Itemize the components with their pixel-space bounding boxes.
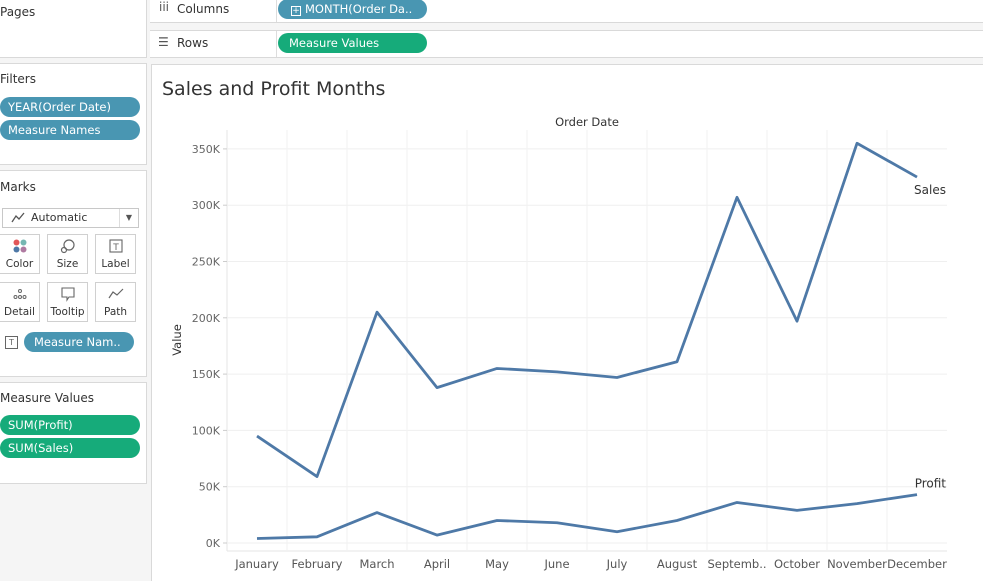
path-label: Path bbox=[96, 306, 135, 318]
filter-pill-measure-names[interactable]: Measure Names bbox=[0, 120, 140, 140]
detail-button[interactable]: Detail bbox=[0, 282, 40, 322]
color-icon bbox=[0, 238, 39, 258]
detail-label: Detail bbox=[0, 306, 39, 318]
dropdown-arrow-icon: ▼ bbox=[119, 209, 138, 227]
label-label: Label bbox=[96, 258, 135, 270]
pages-title: Pages bbox=[0, 5, 35, 19]
measure-values-card: Measure Values SUM(Profit) SUM(Sales) bbox=[0, 382, 147, 484]
columns-pill-label: MONTH(Order Da.. bbox=[305, 2, 412, 16]
measure-pill-sum-sales[interactable]: SUM(Sales) bbox=[0, 438, 140, 458]
rows-shelf: ☰ Rows Measure Values bbox=[150, 30, 983, 58]
rows-pill[interactable]: Measure Values bbox=[278, 33, 427, 53]
path-button[interactable]: Path bbox=[95, 282, 136, 322]
columns-shelf: iii Columns + MONTH(Order Da.. bbox=[150, 0, 983, 23]
label-icon: T bbox=[96, 238, 135, 258]
marks-field-pill-measure-names[interactable]: Measure Nam.. bbox=[24, 332, 134, 352]
mark-type-dropdown[interactable]: Automatic ▼ bbox=[2, 208, 139, 228]
filters-title: Filters bbox=[0, 72, 36, 86]
columns-icon: iii bbox=[159, 0, 169, 14]
size-label: Size bbox=[48, 258, 87, 270]
size-icon bbox=[48, 238, 87, 258]
text-field-icon: T bbox=[5, 336, 18, 349]
marks-card: Marks Automatic ▼ Color Size T Label Det… bbox=[0, 170, 147, 377]
expand-plus-icon: + bbox=[291, 6, 301, 16]
size-button[interactable]: Size bbox=[47, 234, 88, 274]
label-button[interactable]: T Label bbox=[95, 234, 136, 274]
svg-text:T: T bbox=[112, 243, 119, 253]
rows-label: Rows bbox=[177, 36, 208, 50]
measure-pill-sum-profit[interactable]: SUM(Profit) bbox=[0, 415, 140, 435]
color-button[interactable]: Color bbox=[0, 234, 40, 274]
color-label: Color bbox=[0, 258, 39, 270]
columns-pill[interactable]: + MONTH(Order Da.. bbox=[278, 0, 427, 19]
pages-card: Pages bbox=[0, 0, 147, 58]
filters-card: Filters YEAR(Order Date) Measure Names bbox=[0, 63, 147, 165]
path-icon bbox=[96, 286, 135, 306]
filter-pill-year-order-date[interactable]: YEAR(Order Date) bbox=[0, 97, 140, 117]
tooltip-button[interactable]: Tooltip bbox=[47, 282, 88, 322]
line-mark-icon bbox=[11, 209, 25, 233]
chart-title: Sales and Profit Months bbox=[162, 78, 385, 100]
tooltip-icon bbox=[48, 286, 87, 306]
marks-title: Marks bbox=[0, 180, 36, 194]
rows-icon: ☰ bbox=[158, 35, 169, 49]
sidebar-bottom-area bbox=[0, 490, 146, 580]
detail-icon bbox=[0, 286, 39, 306]
view-area bbox=[151, 64, 983, 581]
columns-label: Columns bbox=[177, 2, 229, 16]
mark-type-label: Automatic bbox=[31, 209, 87, 227]
measure-values-title: Measure Values bbox=[0, 391, 94, 405]
tooltip-label: Tooltip bbox=[48, 306, 87, 318]
